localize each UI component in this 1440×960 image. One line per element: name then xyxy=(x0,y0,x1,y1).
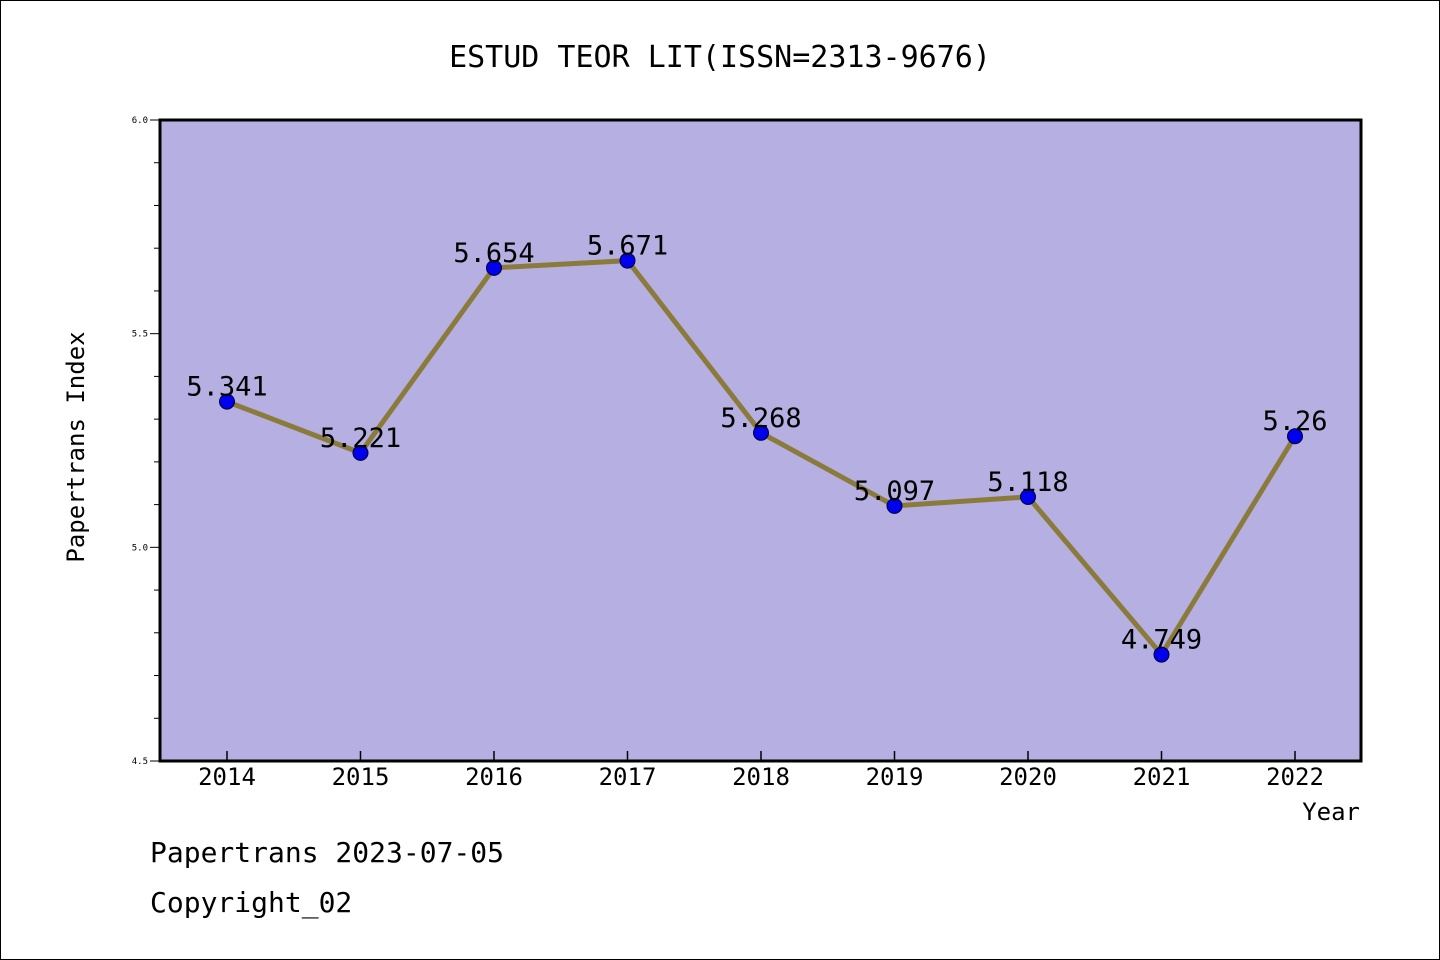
data-point-marker xyxy=(352,444,369,461)
data-label: 5.341 xyxy=(186,372,267,403)
series-markers xyxy=(219,252,1303,663)
data-point-marker xyxy=(1153,646,1170,663)
data-label: 5.26 xyxy=(1262,406,1327,437)
data-point-marker xyxy=(1287,428,1303,445)
data-point-marker xyxy=(753,424,769,441)
data-point-marker xyxy=(486,259,502,276)
data-point-marker xyxy=(619,252,636,269)
x-tick-label: 2020 xyxy=(999,763,1057,791)
data-labels: 5.341 5.221 5.654 5.671 5.268 5.097 5.118 4.749… xyxy=(186,231,1327,656)
data-label: 5.654 xyxy=(453,238,534,269)
chart-title: ESTUD TEOR LIT(ISSN=2313-9676) xyxy=(449,40,991,75)
x-tick-label: 2015 xyxy=(332,763,390,791)
y-minor-ticks xyxy=(154,162,160,719)
y-axis-label: Papertrans Index xyxy=(62,331,90,562)
x-tick-label: 2018 xyxy=(732,763,790,791)
data-label: 4.749 xyxy=(1121,625,1202,656)
footer-date: Papertrans 2023-07-05 xyxy=(150,836,505,869)
footer-copyright: Copyright_02 xyxy=(150,886,353,919)
data-label: 5.221 xyxy=(320,423,401,454)
data-label: 5.097 xyxy=(854,476,935,507)
y-axis-ticks: 4.5 5.0 5.5 6.0 xyxy=(132,116,160,767)
y-tick-label: 5.0 xyxy=(132,543,148,553)
x-axis-label: Year xyxy=(1302,798,1360,826)
x-tick-label: 2016 xyxy=(465,763,523,791)
y-tick-label: 4.5 xyxy=(132,757,148,767)
data-label: 5.118 xyxy=(987,467,1068,498)
x-tick-label: 2019 xyxy=(866,763,924,791)
data-label: 5.671 xyxy=(587,231,668,262)
x-tick-label: 2022 xyxy=(1266,763,1324,791)
data-point-marker xyxy=(219,393,235,410)
x-tick-label: 2021 xyxy=(1133,763,1191,791)
data-point-marker xyxy=(886,497,903,514)
x-tick-label: 2014 xyxy=(198,763,256,791)
y-tick-label: 5.5 xyxy=(132,330,148,340)
x-axis-ticks: 2014 2015 2016 2017 2018 2019 2020 2021 2022 xyxy=(198,751,1324,791)
data-point-marker xyxy=(1020,488,1036,505)
y-tick-label: 6.0 xyxy=(132,116,148,126)
data-label: 5.268 xyxy=(720,403,801,434)
x-tick-label: 2017 xyxy=(599,763,657,791)
